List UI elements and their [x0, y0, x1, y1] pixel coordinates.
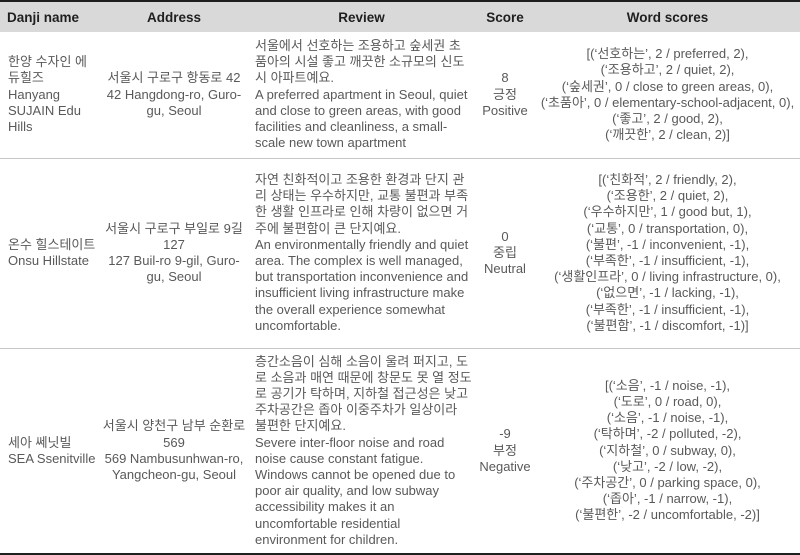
address-english: 127 Buil-ro 9-gil, Guro-gu, Seoul	[108, 253, 240, 285]
table-row: 한양 수자인 에듀힐즈 Hanyang SUJAIN Edu Hills 서울시…	[0, 32, 800, 158]
header-score: Score	[475, 1, 535, 32]
score-value: 0	[501, 228, 509, 244]
review-english: Severe inter-floor noise and road noise …	[255, 434, 456, 547]
danji-name-english: Hanyang SUJAIN Edu Hills	[8, 86, 81, 135]
address-english: 569 Nambusunhwan-ro, Yangcheon-gu, Seoul	[104, 450, 244, 482]
word-scores-cell: [(‘선호하는’, 2 / preferred, 2), (‘조용하고’, 2 /…	[540, 46, 795, 143]
danji-name-cell: 세아 쎄닛빌 SEA Ssenitville	[0, 347, 100, 554]
address-korean: 서울시 구로구 항동로 42	[107, 70, 241, 86]
danji-name-korean: 한양 수자인 에듀힐즈	[8, 54, 87, 86]
address-english: 42 Hangdong-ro, Guro-gu, Seoul	[106, 86, 242, 118]
score-korean: 부정	[493, 442, 517, 458]
score-korean: 중립	[493, 244, 517, 260]
score-cell: 8 긍정 Positive	[475, 32, 535, 158]
review-cell: 서울에서 선호하는 조용하고 숲세권 초품아의 시설 좋고 깨끗한 소규모의 신…	[248, 32, 475, 158]
review-cell: 자연 친화적이고 조용한 환경과 단지 관리 상태는 우수하지만, 교통 불편과…	[248, 157, 475, 348]
score-cell: -9 부정 Negative	[475, 347, 535, 554]
review-cell: 층간소음이 심해 소음이 울려 퍼지고, 도로 소음과 매연 때문에 창문도 못…	[248, 347, 475, 554]
review-korean: 자연 친화적이고 조용한 환경과 단지 관리 상태는 우수하지만, 교통 불편과…	[255, 171, 469, 236]
danji-name-english: SEA Ssenitville	[8, 450, 96, 466]
review-english: An environmentally friendly and quiet ar…	[255, 236, 469, 333]
header-word-scores: Word scores	[535, 1, 800, 32]
table-row: 세아 쎄닛빌 SEA Ssenitville 서울시 양천구 남부 순환로 56…	[0, 347, 800, 554]
word-scores-cell: [(‘소음’, -1 / noise, -1), (‘도로’, 0 / road,…	[535, 347, 800, 554]
header-review: Review	[248, 1, 475, 32]
address-cell: 서울시 구로구 항동로 42 42 Hangdong-ro, Guro-gu, …	[100, 32, 248, 158]
danji-name-korean: 세아 쎄닛빌	[8, 434, 72, 450]
address-cell: 서울시 양천구 남부 순환로 569 569 Nambusunhwan-ro, …	[100, 347, 248, 554]
danji-name-english: Onsu Hillstate	[8, 253, 89, 268]
address-korean: 서울시 구로구 부일로 9길 127	[105, 220, 243, 252]
score-korean: 긍정	[493, 86, 517, 102]
header-danji-name: Danji name	[0, 1, 100, 32]
score-english: Positive	[482, 102, 528, 118]
address-cell: 서울시 구로구 부일로 9길 127 127 Buil-ro 9-gil, Gu…	[100, 157, 248, 348]
danji-name-korean: 온수 힐스테이트	[8, 236, 96, 252]
score-english: Neutral	[484, 261, 526, 277]
review-korean: 서울에서 선호하는 조용하고 숲세권 초품아의 시설 좋고 깨끗한 소규모의 신…	[255, 38, 465, 86]
score-value: -9	[499, 426, 511, 442]
table-row: 온수 힐스테이트 Onsu Hillstate 서울시 구로구 부일로 9길 1…	[0, 157, 800, 348]
review-english: A preferred apartment in Seoul, quiet an…	[255, 86, 468, 151]
score-value: 8	[501, 70, 509, 86]
score-cell: 0 중립 Neutral	[475, 157, 535, 348]
danji-name-cell: 한양 수자인 에듀힐즈 Hanyang SUJAIN Edu Hills	[0, 32, 100, 158]
header-address: Address	[100, 1, 248, 32]
word-scores-cell: [(‘친화적’, 2 / friendly, 2), (‘조용한’, 2 / qu…	[535, 157, 800, 348]
danji-name-cell: 온수 힐스테이트 Onsu Hillstate	[0, 157, 100, 348]
review-korean: 층간소음이 심해 소음이 울려 퍼지고, 도로 소음과 매연 때문에 창문도 못…	[255, 353, 472, 434]
table-header-row: Danji name Address Review Score Word sco…	[0, 1, 800, 32]
address-korean: 서울시 양천구 남부 순환로 569	[102, 418, 246, 450]
score-english: Negative	[479, 458, 531, 474]
